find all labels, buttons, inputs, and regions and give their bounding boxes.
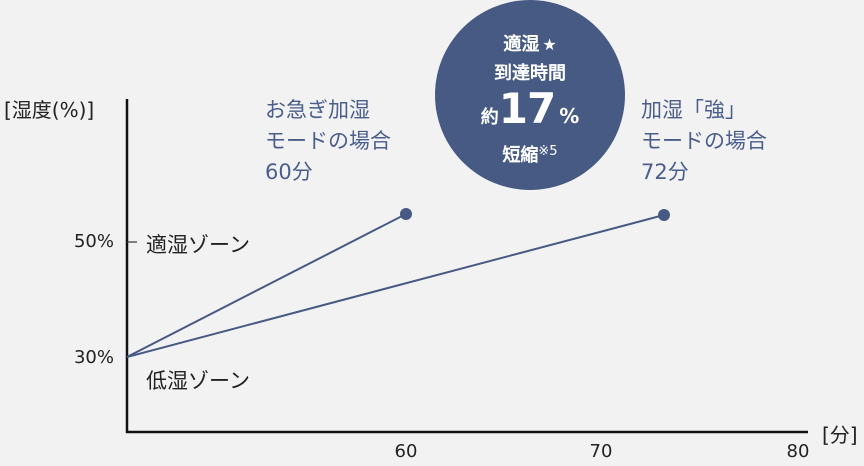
data-point-strong	[658, 209, 670, 221]
badge-line1: 適湿 ★	[435, 30, 625, 56]
series-line-strong	[126, 214, 665, 358]
annotation-strong-mode: 加湿「強」 モードの場合 72分	[641, 95, 767, 188]
badge-percent: %	[559, 104, 580, 128]
reduction-badge: 適湿 ★ 到達時間 約17% 短縮※5	[435, 0, 625, 190]
annotation-quick-mode: お急ぎ加湿 モードの場合 60分	[265, 95, 391, 188]
annotation-quick-line1: お急ぎ加湿	[265, 98, 370, 122]
x-tick-label-70: 70	[589, 441, 613, 462]
y-axis-title: [湿度(%)]	[4, 98, 95, 122]
badge-prefix: 約	[480, 107, 499, 128]
y-tick-label-30: 30%	[73, 347, 114, 368]
annotation-quick-line3: 60分	[265, 160, 313, 184]
x-axis-unit: [分]	[822, 423, 858, 447]
zone-label-low: 低湿ゾーン	[146, 369, 250, 393]
badge-text-shorten: 短縮	[502, 145, 539, 166]
annotation-quick-line2: モードの場合	[265, 129, 391, 153]
badge-line3: 約17%	[435, 84, 625, 133]
x-tick-label-80: 80	[786, 441, 810, 462]
x-tick-label-60: 60	[394, 441, 418, 462]
annotation-strong-line3: 72分	[641, 160, 689, 184]
badge-text-optimal: 適湿	[503, 34, 540, 55]
series-line-quick	[126, 213, 407, 358]
zone-label-optimal: 適湿ゾーン	[146, 233, 250, 257]
annotation-strong-line2: モードの場合	[641, 129, 767, 153]
annotation-strong-line1: 加湿「強」	[641, 98, 746, 122]
badge-line2: 到達時間	[494, 63, 566, 84]
badge-line4: 短縮※5	[435, 141, 625, 167]
star-icon: ★	[542, 35, 557, 54]
badge-footnote: ※5	[538, 144, 558, 159]
y-tick-label-50: 50%	[73, 231, 114, 252]
badge-number: 17	[498, 84, 556, 133]
data-point-quick	[400, 208, 412, 220]
